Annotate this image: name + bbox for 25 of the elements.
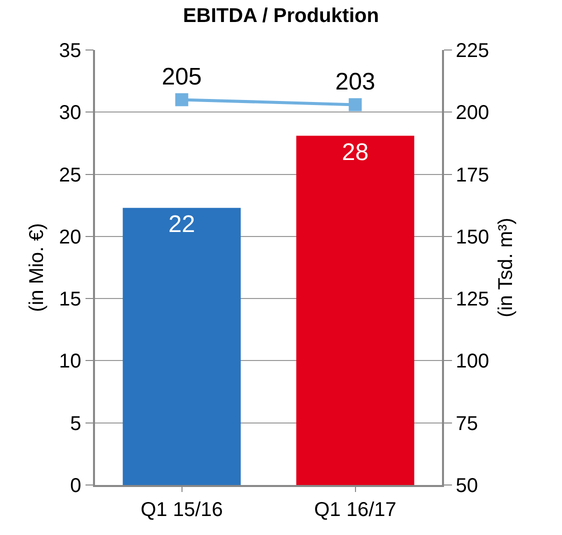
y2-tick-label: 100 — [456, 350, 490, 373]
data-label: 28 — [342, 138, 369, 166]
y-tick-label: 0 — [70, 475, 82, 497]
y-tick-label: 15 — [59, 288, 82, 311]
y-tick-label: 10 — [59, 350, 82, 373]
chart-title: EBITDA / Produktion — [183, 5, 379, 28]
y2-tick-label: 50 — [456, 475, 478, 497]
x-tick-label: Q1 15/16 — [140, 498, 223, 521]
y-axis-title: (in Mio. €) — [26, 223, 48, 312]
y2-tick-label: 175 — [456, 164, 490, 186]
y-tick-label: 25 — [59, 164, 82, 186]
y-tick-label: 35 — [59, 40, 82, 62]
y2-tick-label: 200 — [456, 102, 490, 124]
y2-axis-title: (in Tsd. m³) — [495, 218, 518, 318]
y-tick-label: 20 — [59, 226, 82, 248]
y2-tick-label: 225 — [456, 40, 490, 62]
y-tick-label: 5 — [70, 412, 82, 435]
y-tick-label: 30 — [59, 102, 82, 124]
x-tick-label: Q1 16/17 — [314, 498, 396, 521]
data-label: 205 — [162, 64, 202, 91]
data-label: 22 — [168, 210, 196, 238]
y2-tick-label: 125 — [456, 288, 490, 311]
data-label: 203 — [335, 68, 376, 96]
y2-tick-label: 75 — [456, 412, 478, 435]
y2-tick-label: 150 — [456, 226, 490, 248]
